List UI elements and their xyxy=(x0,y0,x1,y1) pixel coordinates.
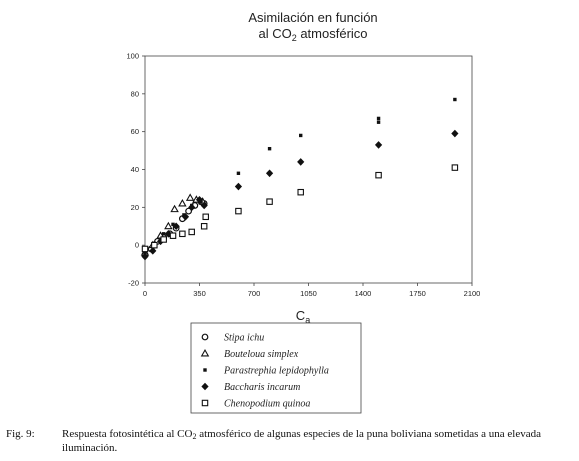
x-tick-label: 350 xyxy=(193,289,206,298)
data-point-series-5 xyxy=(235,207,242,215)
data-point-series-3 xyxy=(171,222,175,227)
data-point-series-4 xyxy=(374,141,383,149)
data-point-series-5 xyxy=(297,188,304,196)
y-tick-label: -20 xyxy=(128,279,139,288)
data-point-series-4 xyxy=(149,247,157,255)
data-point-series-5 xyxy=(188,228,195,236)
data-point-series-3 xyxy=(453,97,457,102)
y-tick-label: 0 xyxy=(135,241,139,250)
data-point-series-5 xyxy=(266,198,273,205)
data-point-series-1 xyxy=(185,207,193,215)
data-point-series-2 xyxy=(178,199,187,207)
plot-area xyxy=(144,55,473,284)
data-point-series-3 xyxy=(376,120,381,124)
y-tick-label: 40 xyxy=(131,165,139,174)
chart: Asimilación en función al CO2 atmosféric… xyxy=(126,10,481,414)
x-tick-label: 700 xyxy=(248,289,261,298)
data-point-series-5 xyxy=(169,232,177,239)
data-point-series-5 xyxy=(160,236,167,243)
data-point-series-5 xyxy=(375,171,382,179)
caption-text: Respuesta fotosintética al CO2 atmosféri… xyxy=(62,428,541,454)
data-point-series-3 xyxy=(236,171,241,175)
y-tick-label: 20 xyxy=(131,203,139,212)
data-point-series-4 xyxy=(181,212,190,221)
data-point-series-5 xyxy=(179,230,186,238)
data-point-series-5 xyxy=(141,245,149,253)
legend-marker-series-2 xyxy=(200,348,210,357)
legend-marker-series-4 xyxy=(201,382,209,391)
caption-label: Fig. 9: xyxy=(6,428,35,440)
legend xyxy=(190,322,362,414)
legend-label-series-1: Stipa ichu xyxy=(224,333,264,344)
legend-marker-series-1 xyxy=(201,333,209,341)
data-point-series-4 xyxy=(451,129,459,138)
y-tick-label: 80 xyxy=(131,89,139,98)
x-tick-label: 1400 xyxy=(355,289,372,298)
data-point-series-4 xyxy=(234,182,243,191)
legend-marker-series-5 xyxy=(201,399,209,407)
data-point-series-4 xyxy=(188,203,196,212)
x-tick-label: 1050 xyxy=(300,289,317,298)
legend-label-series-5: Chenopodium quinoa xyxy=(224,399,310,410)
x-tick-label: 2100 xyxy=(464,289,481,298)
legend-label-series-4: Baccharis incarum xyxy=(224,382,300,393)
data-point-series-3 xyxy=(299,133,303,138)
data-point-series-4 xyxy=(172,222,180,231)
data-point-series-3 xyxy=(267,146,272,151)
y-tick-label: 60 xyxy=(131,127,139,136)
data-point-series-5 xyxy=(202,213,209,221)
y-tick-label: 100 xyxy=(126,52,139,61)
legend-label-series-3: Parastrephia lepidophylla xyxy=(223,366,329,377)
data-point-series-2 xyxy=(170,204,179,213)
x-tick-label: 0 xyxy=(143,289,147,298)
x-axis-label: Ca xyxy=(296,308,310,325)
legend-marker-series-3 xyxy=(203,368,207,372)
chart-title-line2: al CO2 atmosférico xyxy=(258,26,367,43)
data-point-series-2 xyxy=(164,221,173,230)
data-point-series-4 xyxy=(200,201,208,210)
data-point-series-3 xyxy=(161,232,166,236)
data-point-series-4 xyxy=(265,169,274,178)
x-tick-label: 1750 xyxy=(409,289,426,298)
data-point-series-4 xyxy=(297,158,305,166)
data-point-series-5 xyxy=(200,223,208,230)
data-point-series-5 xyxy=(151,241,158,249)
data-point-series-4 xyxy=(141,252,149,261)
chart-title: Asimilación en función xyxy=(248,10,377,25)
legend-label-series-2: Bouteloua simplex xyxy=(224,349,299,360)
data-point-series-3 xyxy=(376,116,381,121)
data-point-series-4 xyxy=(195,195,204,204)
data-point-series-5 xyxy=(451,164,459,171)
data-point-series-2 xyxy=(185,193,195,201)
